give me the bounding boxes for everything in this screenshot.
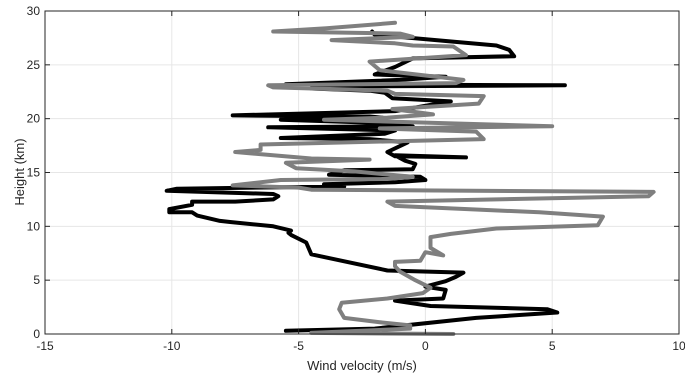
x-tick-label: 10	[672, 339, 685, 353]
y-tick-label: 15	[27, 166, 41, 180]
y-tick-label: 25	[27, 58, 41, 72]
ticks	[44, 10, 680, 335]
y-tick-label: 30	[27, 4, 41, 18]
x-tick-labels: -15 -10 -5 0 5 10	[36, 339, 685, 353]
y-tick-label: 5	[33, 273, 40, 287]
series-layer	[164, 20, 656, 336]
y-axis-label: Height (km)	[12, 138, 27, 205]
x-tick-label: 5	[549, 339, 556, 353]
y-tick-label: 10	[27, 219, 41, 233]
x-tick-label: -15	[36, 339, 54, 353]
x-axis-label: Wind velocity (m/s)	[307, 358, 417, 373]
x-tick-label: -5	[293, 339, 304, 353]
y-tick-label: 0	[33, 327, 40, 341]
x-tick-label: -10	[163, 339, 181, 353]
x-tick-label: 0	[422, 339, 429, 353]
y-tick-label: 20	[27, 112, 41, 126]
series-line-2	[230, 20, 656, 336]
y-tick-labels: 0 5 10 15 20 25 30	[27, 4, 41, 341]
